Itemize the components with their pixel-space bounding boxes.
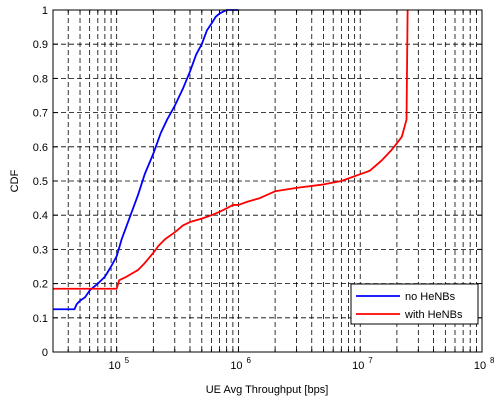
x-tick-label-exponent: 6 (246, 356, 251, 365)
y-tick-label: 0 (42, 347, 48, 359)
series-lines (53, 9, 409, 311)
x-tick-label: 10 (230, 360, 242, 372)
y-tick-label: 0.5 (33, 176, 48, 188)
y-tick-label: 0.6 (33, 142, 48, 154)
x-tick-label: 10 (109, 360, 121, 372)
legend-label-with-henbs: with HeNBs (404, 309, 463, 321)
x-tick-label: 10 (352, 360, 364, 372)
y-tick-label: 0.8 (33, 73, 48, 85)
legend: no HeNBs with HeNBs (350, 283, 479, 325)
x-tick-label-exponent: 5 (125, 356, 130, 365)
x-tick-label: 10 (474, 360, 486, 372)
series-line-with-henbs (53, 9, 409, 290)
y-tick-label: 0.1 (33, 313, 48, 325)
x-axis-label: UE Avg Throughput [bps] (206, 384, 329, 396)
y-tick-label: 0.4 (33, 210, 48, 222)
series-line-no-henbs (53, 9, 239, 311)
y-axis-label: CDF (9, 169, 21, 192)
legend-label-no-henbs: no HeNBs (405, 291, 456, 303)
x-tick-label-exponent: 7 (368, 356, 373, 365)
y-tick-label: 0.2 (33, 279, 48, 291)
y-tick-label: 0.3 (33, 244, 48, 256)
y-tick-label: 0.7 (33, 108, 48, 120)
y-tick-label: 0.9 (33, 39, 48, 51)
legend-box (350, 283, 479, 325)
y-tick-label: 1 (42, 5, 48, 17)
x-tick-label-exponent: 8 (490, 356, 495, 365)
